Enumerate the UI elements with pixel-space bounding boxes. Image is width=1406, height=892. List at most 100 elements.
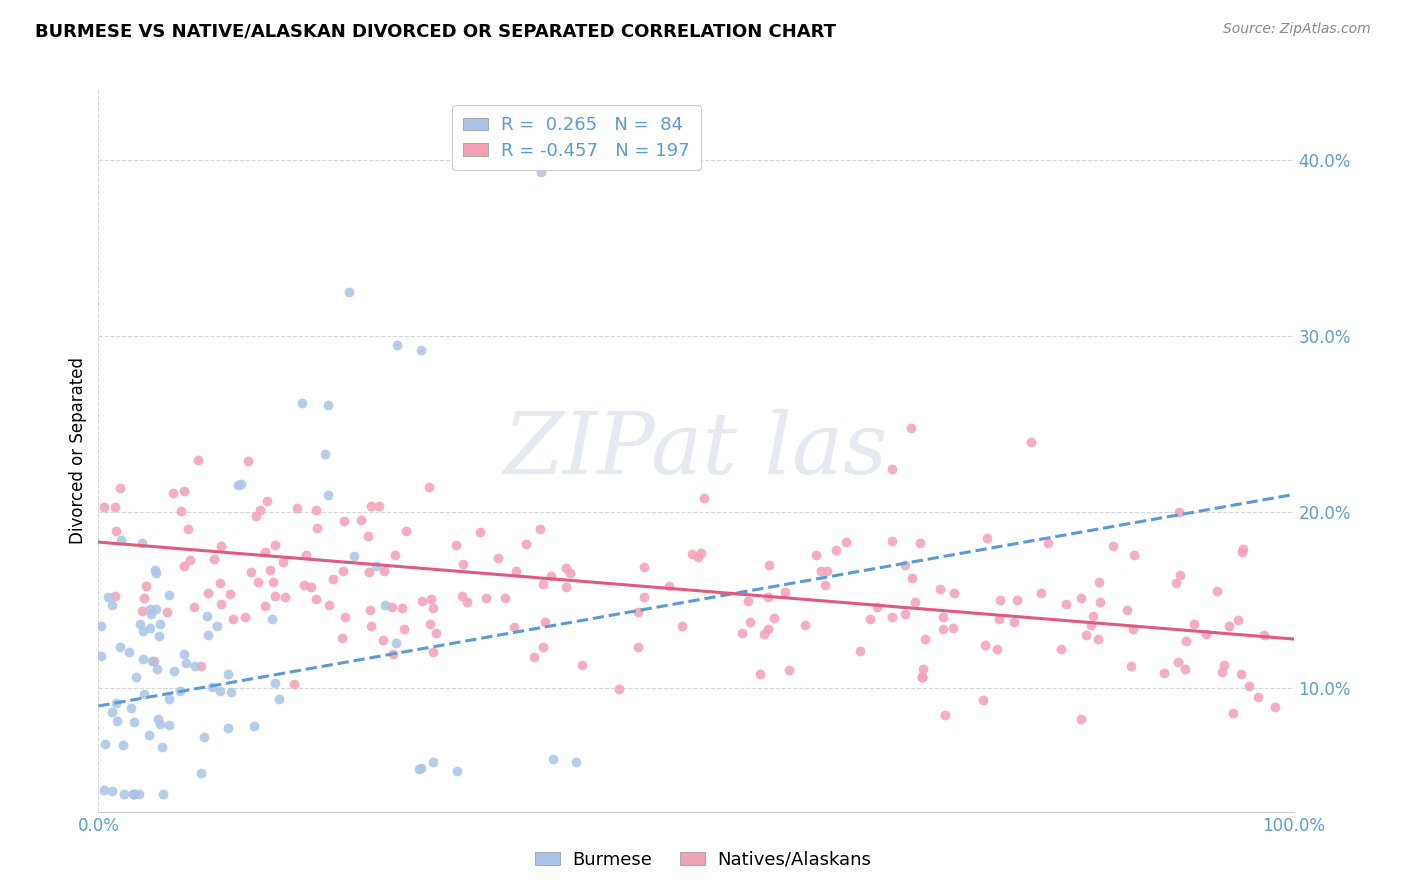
Point bbox=[901, 571, 924, 585]
Text: BURMESE VS NATIVE/ALASKAN DIVORCED OR SEPARATED CORRELATION CHART: BURMESE VS NATIVE/ALASKAN DIVORCED OR SE… bbox=[35, 22, 837, 40]
Point bbox=[322, 572, 344, 586]
Point bbox=[1122, 622, 1144, 636]
Point bbox=[893, 607, 915, 621]
Point bbox=[318, 598, 340, 612]
Point bbox=[222, 612, 245, 626]
Point bbox=[1088, 594, 1111, 608]
Point bbox=[285, 500, 308, 515]
Point bbox=[773, 584, 796, 599]
Point bbox=[292, 578, 315, 592]
Point bbox=[911, 670, 934, 684]
Point bbox=[209, 539, 232, 553]
Point bbox=[986, 641, 1008, 656]
Point bbox=[118, 645, 141, 659]
Point bbox=[866, 600, 889, 615]
Point bbox=[1050, 641, 1073, 656]
Point bbox=[193, 730, 215, 744]
Point bbox=[987, 612, 1010, 626]
Point bbox=[219, 587, 242, 601]
Point bbox=[1116, 603, 1139, 617]
Point bbox=[1222, 706, 1244, 720]
Point bbox=[357, 565, 380, 579]
Point bbox=[128, 787, 150, 801]
Point bbox=[343, 549, 366, 564]
Point bbox=[1036, 535, 1059, 549]
Point bbox=[120, 701, 142, 715]
Point bbox=[112, 787, 135, 801]
Point bbox=[205, 618, 228, 632]
Point bbox=[912, 662, 935, 676]
Point bbox=[332, 564, 354, 578]
Point bbox=[425, 626, 447, 640]
Point bbox=[197, 628, 219, 642]
Point bbox=[515, 536, 537, 550]
Point bbox=[972, 693, 994, 707]
Point bbox=[146, 712, 169, 726]
Point bbox=[914, 632, 936, 647]
Point bbox=[299, 580, 322, 594]
Point bbox=[1087, 575, 1109, 590]
Point bbox=[382, 647, 405, 661]
Point bbox=[633, 590, 655, 604]
Point bbox=[124, 714, 146, 729]
Point bbox=[148, 629, 170, 643]
Point bbox=[942, 621, 965, 635]
Point bbox=[190, 659, 212, 673]
Point bbox=[274, 590, 297, 604]
Point bbox=[523, 650, 546, 665]
Point bbox=[835, 534, 858, 549]
Point bbox=[357, 529, 380, 543]
Point bbox=[391, 601, 413, 615]
Point bbox=[571, 658, 593, 673]
Point bbox=[148, 617, 170, 632]
Point bbox=[1002, 615, 1025, 629]
Point bbox=[359, 603, 381, 617]
Point bbox=[228, 477, 250, 491]
Point bbox=[374, 598, 396, 612]
Point bbox=[446, 764, 468, 779]
Point bbox=[693, 491, 716, 505]
Point bbox=[195, 609, 218, 624]
Point bbox=[129, 617, 152, 632]
Point bbox=[183, 600, 205, 615]
Point bbox=[1168, 568, 1191, 582]
Point bbox=[131, 604, 153, 618]
Point bbox=[104, 696, 127, 710]
Point bbox=[209, 575, 232, 590]
Point bbox=[1212, 657, 1234, 672]
Point bbox=[418, 480, 440, 494]
Point bbox=[333, 514, 356, 528]
Point bbox=[848, 644, 870, 658]
Point bbox=[90, 648, 112, 663]
Point bbox=[1164, 575, 1187, 590]
Point bbox=[384, 549, 406, 563]
Point bbox=[758, 558, 780, 572]
Point bbox=[932, 622, 955, 636]
Point bbox=[162, 486, 184, 500]
Point bbox=[305, 591, 328, 606]
Point bbox=[422, 756, 444, 770]
Point bbox=[217, 721, 239, 735]
Point bbox=[1029, 586, 1052, 600]
Point bbox=[263, 676, 285, 690]
Point bbox=[1230, 545, 1253, 559]
Point bbox=[804, 548, 827, 562]
Point bbox=[607, 682, 630, 697]
Point bbox=[529, 522, 551, 536]
Point bbox=[267, 691, 290, 706]
Point bbox=[502, 620, 524, 634]
Point bbox=[314, 447, 336, 461]
Point bbox=[385, 337, 409, 351]
Point bbox=[794, 618, 817, 632]
Point bbox=[177, 522, 200, 536]
Point bbox=[150, 739, 173, 754]
Point bbox=[157, 588, 180, 602]
Point bbox=[107, 714, 129, 728]
Point bbox=[138, 601, 160, 615]
Point bbox=[264, 538, 287, 552]
Point bbox=[627, 640, 650, 655]
Point bbox=[671, 619, 693, 633]
Point bbox=[253, 599, 276, 613]
Point bbox=[530, 165, 553, 179]
Point bbox=[681, 547, 703, 561]
